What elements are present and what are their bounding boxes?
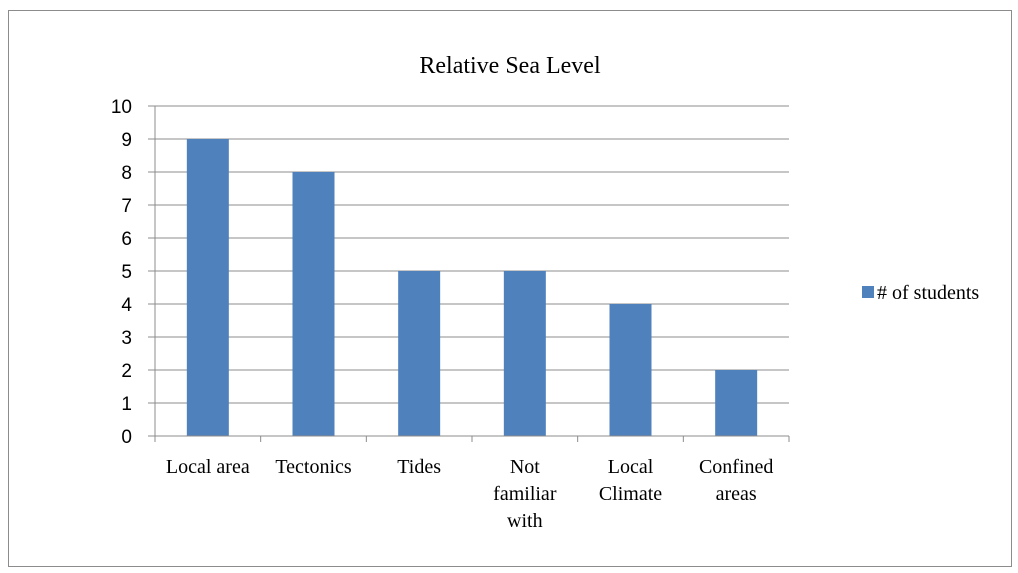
x-tick-label: Confined areas xyxy=(699,456,773,505)
y-tick-label: 8 xyxy=(121,163,132,184)
y-tick-label: 7 xyxy=(121,196,132,217)
legend: # of students xyxy=(862,282,979,304)
y-tick-label: 5 xyxy=(121,262,132,283)
x-tick-label: Local area xyxy=(166,456,250,478)
legend-swatch xyxy=(862,286,874,298)
y-tick-label: 0 xyxy=(121,427,132,448)
bar xyxy=(186,139,229,436)
y-tick-label: 9 xyxy=(121,130,132,151)
x-tick-label: Tides xyxy=(397,456,441,478)
y-tick-label: 4 xyxy=(121,295,132,316)
y-tick-label: 10 xyxy=(111,97,132,118)
bars xyxy=(186,139,758,436)
y-tick-label: 1 xyxy=(121,394,132,415)
x-axis-ticks: Local area Tectonics Tides Not familiar with L… xyxy=(166,456,773,532)
chart-title: Relative Sea Level xyxy=(419,53,601,79)
bar xyxy=(503,271,546,436)
y-tick-label: 6 xyxy=(121,229,132,250)
legend-label: # of students xyxy=(877,282,979,304)
x-tick-label: Not familiar with xyxy=(493,456,557,532)
gridlines xyxy=(155,105,789,404)
bar xyxy=(715,370,758,436)
y-axis-ticks: 0 1 2 3 4 5 6 7 8 9 10 xyxy=(111,97,156,448)
x-tick-label: Local Climate xyxy=(599,456,662,505)
x-tick-label: Tectonics xyxy=(275,456,352,478)
bar xyxy=(609,304,652,436)
y-tick-label: 3 xyxy=(121,328,132,349)
y-tick-label: 2 xyxy=(121,361,132,382)
x-axis xyxy=(154,435,790,442)
bar xyxy=(292,172,335,436)
bar xyxy=(398,271,441,436)
